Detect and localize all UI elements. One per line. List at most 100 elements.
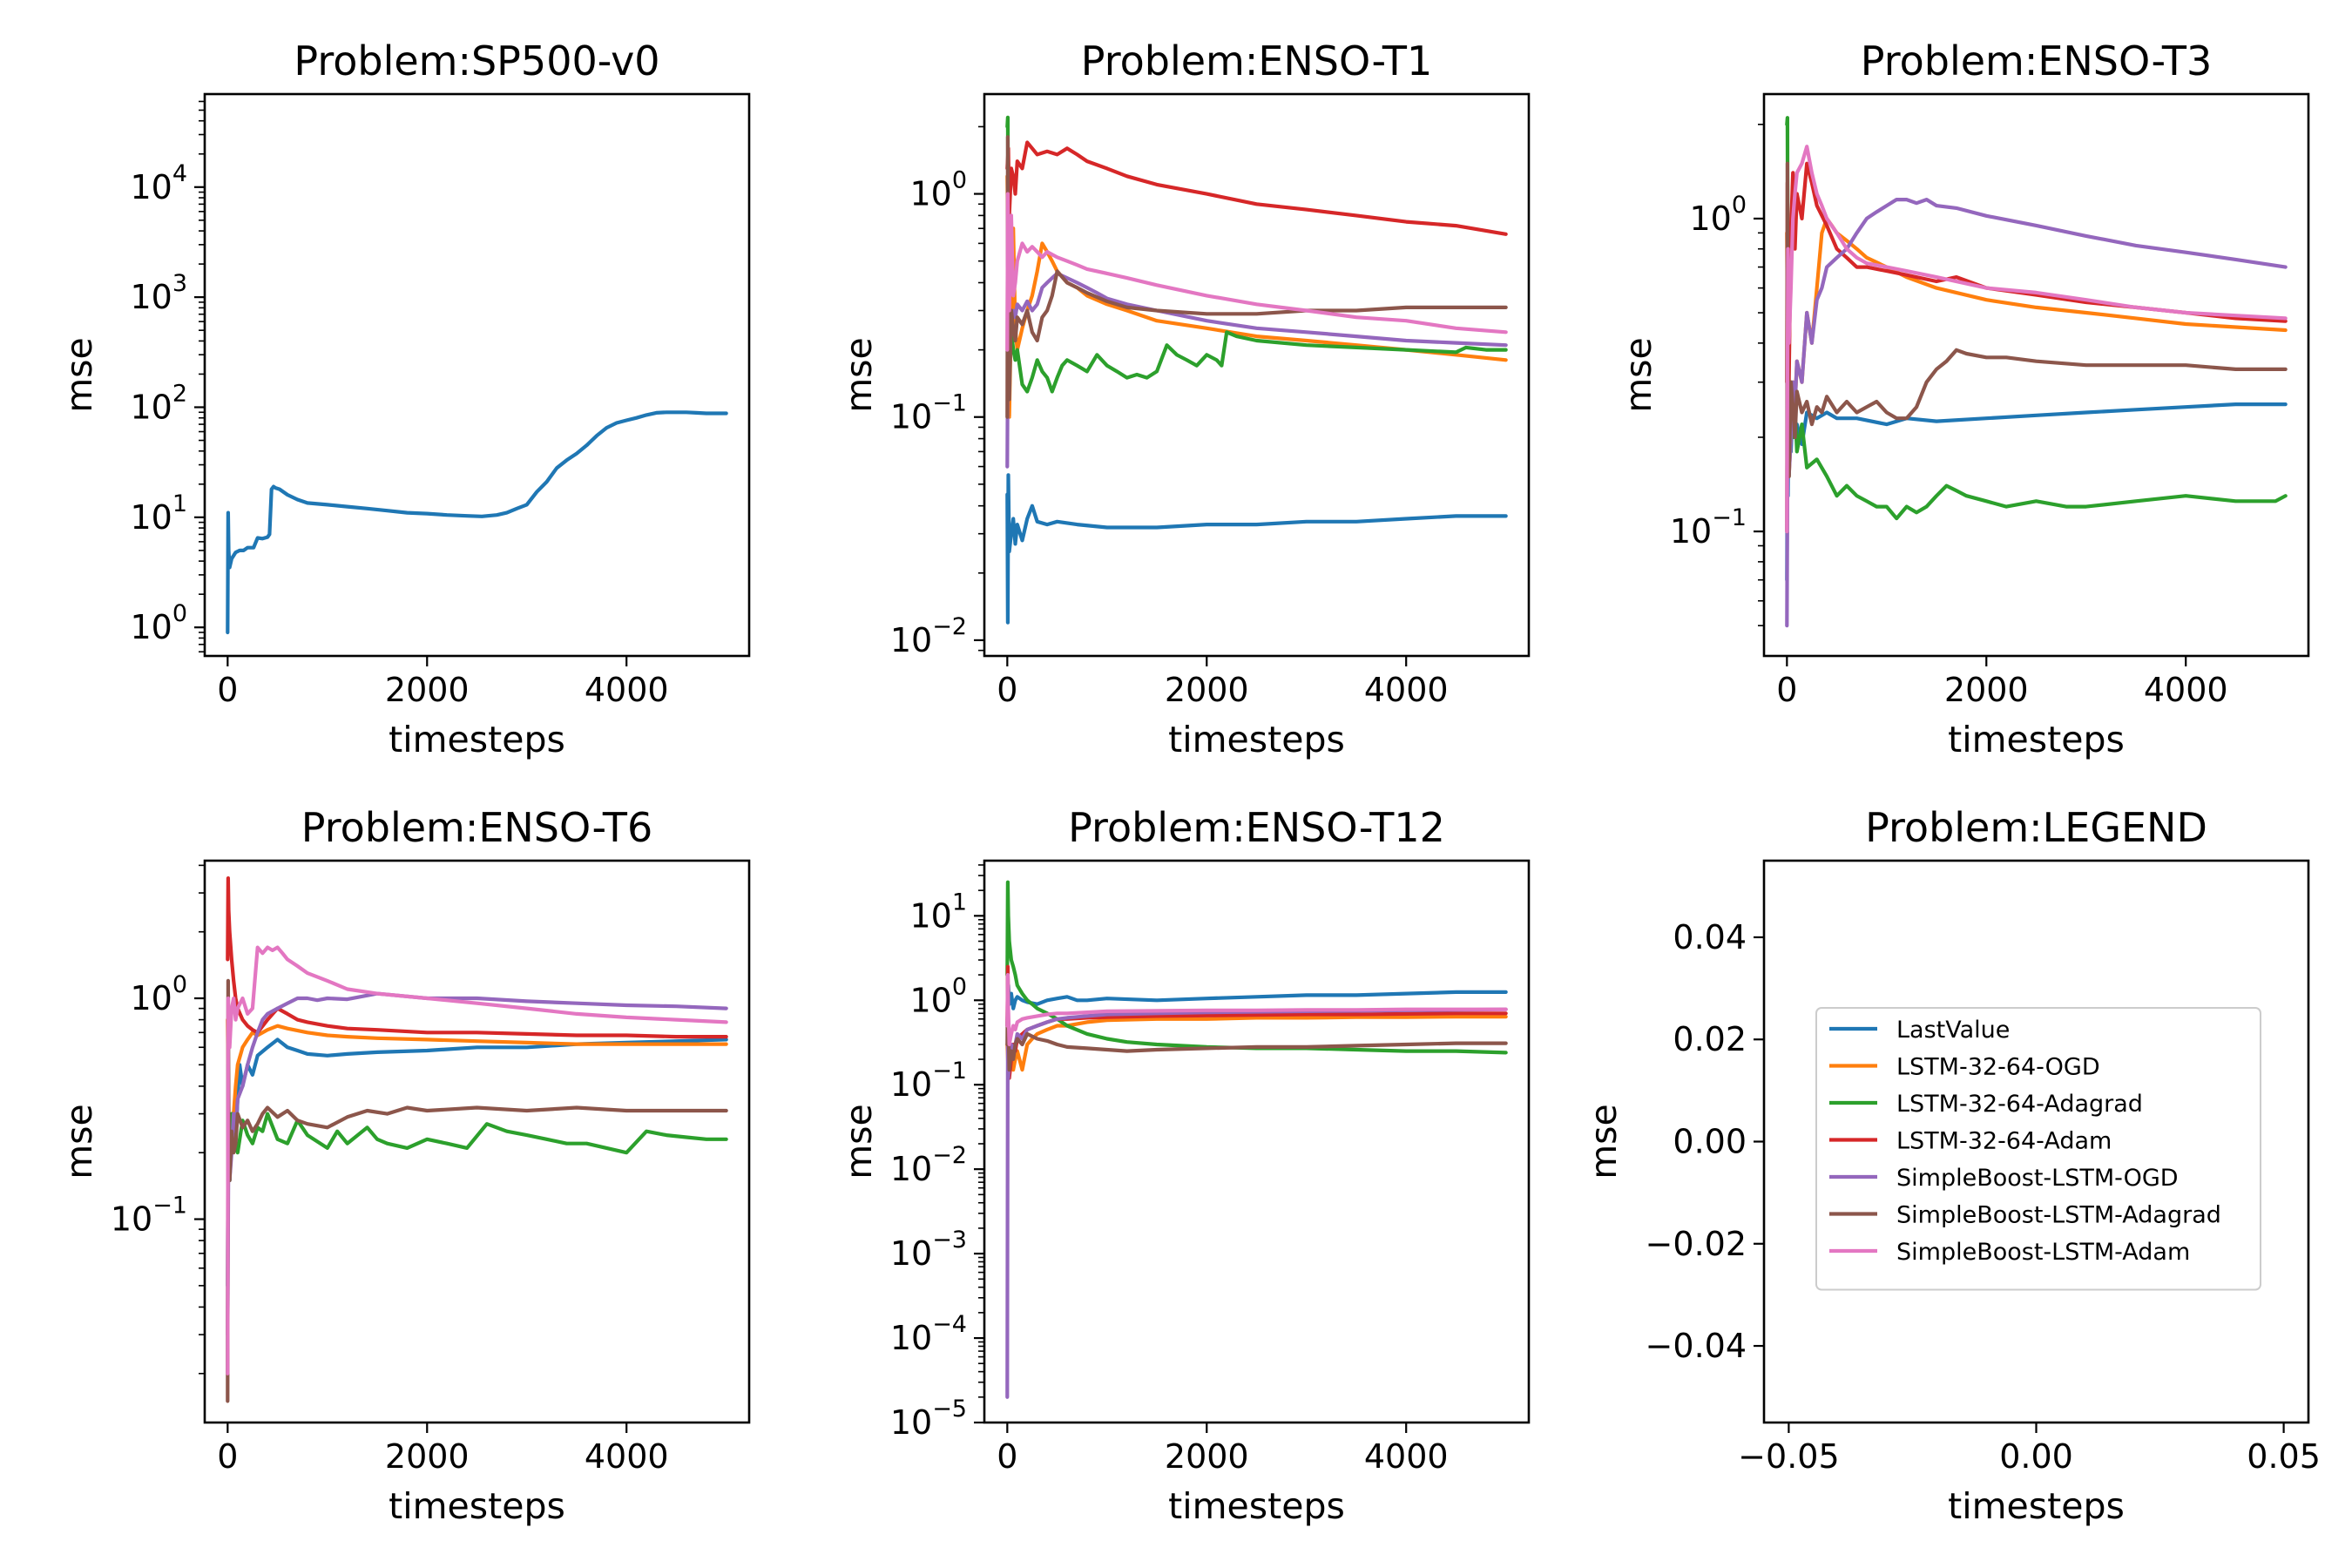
y-axis-label: mse bbox=[1618, 337, 1659, 413]
panel-title: Problem:SP500-v0 bbox=[294, 37, 659, 84]
x-tick-label: 4000 bbox=[2144, 671, 2228, 709]
y-tick-label: 100 bbox=[909, 167, 967, 213]
legend-entry-simpleboost-lstm-ogd: SimpleBoost-LSTM-OGD bbox=[1896, 1165, 2179, 1192]
x-tick-label: 0 bbox=[217, 1437, 238, 1476]
series-line-simpleboost-lstm-adagrad bbox=[226, 978, 728, 1403]
x-tick-label: 2000 bbox=[1944, 671, 2029, 709]
chart-panel-2: 0 2000 4000 10−2 10−1 100 Problem:ENSO-T1 times… bbox=[838, 37, 1531, 760]
legend-entry-lstm-32-64-adagrad: LSTM-32-64-Adagrad bbox=[1896, 1091, 2143, 1118]
series-line-simpleboost-lstm-adagrad bbox=[1005, 135, 1508, 419]
y-tick-label: 10−1 bbox=[1670, 504, 1747, 551]
series-line-simpleboost-lstm-adam bbox=[1005, 973, 1508, 1047]
series-line-simpleboost-lstm-adagrad bbox=[1005, 973, 1508, 1072]
y-tick-label: 10−2 bbox=[890, 1142, 967, 1188]
series-group bbox=[1785, 116, 2288, 628]
panel-title: Problem:ENSO-T12 bbox=[1068, 804, 1445, 851]
x-tick-label: 0.00 bbox=[1999, 1437, 2073, 1476]
y-axis-label: mse bbox=[58, 1104, 100, 1179]
y-tick-label: 10−3 bbox=[890, 1227, 967, 1273]
y-tick-label: 100 bbox=[130, 971, 187, 1017]
series-line-lstm-32-64-adam bbox=[1005, 140, 1508, 236]
chart-panel-1: 0 2000 4000 100 101 102 103 104 Problem:SP500-v0… bbox=[58, 37, 751, 760]
x-axis-label: timesteps bbox=[1168, 719, 1345, 760]
panel-title: Problem:ENSO-T6 bbox=[301, 804, 652, 851]
y-tick-label: −0.02 bbox=[1646, 1225, 1747, 1263]
x-axis-label: timesteps bbox=[1948, 719, 2125, 760]
x-tick-label: 0 bbox=[997, 1437, 1017, 1476]
y-tick-label: 10−1 bbox=[890, 390, 967, 436]
y-tick-label: 10−2 bbox=[890, 613, 967, 659]
y-tick-label: 100 bbox=[130, 600, 187, 646]
x-tick-label: 0 bbox=[997, 671, 1017, 709]
axes-frame bbox=[983, 859, 1531, 1424]
series-group bbox=[1005, 880, 1508, 1399]
legend-entry-lstm-32-64-ogd: LSTM-32-64-OGD bbox=[1896, 1054, 2100, 1081]
y-tick-label: 10−1 bbox=[111, 1193, 187, 1239]
y-tick-label: 100 bbox=[909, 973, 967, 1019]
y-tick-label: 104 bbox=[130, 160, 187, 206]
x-axis-label: timesteps bbox=[1948, 1485, 2125, 1527]
x-tick-label: 2000 bbox=[1165, 671, 1249, 709]
legend-entry-simpleboost-lstm-adam: SimpleBoost-LSTM-Adam bbox=[1896, 1239, 2190, 1266]
chart-panel-6: −0.05 0.00 0.05 −0.04 −0.02 0.00 0.02 0.04 Probl… bbox=[1583, 804, 2321, 1527]
series-line-lstm-32-64-adagrad bbox=[226, 1063, 728, 1375]
series-line-simpleboost-lstm-adagrad bbox=[1785, 161, 2288, 534]
series-line-lastvalue bbox=[1005, 473, 1508, 625]
series-line-lstm-32-64-adagrad bbox=[1005, 115, 1508, 394]
y-tick-label: 102 bbox=[130, 380, 187, 426]
x-tick-label: 2000 bbox=[1165, 1437, 1249, 1476]
legend-box bbox=[1815, 1007, 2261, 1291]
y-axis-label: mse bbox=[1583, 1104, 1625, 1179]
x-tick-label: 4000 bbox=[1364, 671, 1449, 709]
series-line-simpleboost-lstm-adam bbox=[1785, 145, 2288, 534]
y-tick-label: 10−4 bbox=[890, 1311, 967, 1357]
axes-frame bbox=[1762, 92, 2310, 658]
series-line-lastvalue bbox=[226, 410, 728, 635]
series-line-simpleboost-lstm-ogd bbox=[226, 991, 728, 1337]
y-axis-label: mse bbox=[838, 1104, 880, 1179]
x-tick-label: −0.05 bbox=[1738, 1437, 1839, 1476]
x-axis-label: timesteps bbox=[389, 719, 565, 760]
y-tick-label: 101 bbox=[130, 490, 187, 537]
chart-panel-4: 0 2000 4000 10−1 100 Problem:ENSO-T6 timesteps… bbox=[58, 804, 751, 1527]
y-tick-label: 101 bbox=[909, 889, 967, 935]
y-tick-label: 100 bbox=[1689, 192, 1747, 238]
axes-frame bbox=[203, 92, 751, 658]
panel-title: Problem:ENSO-T1 bbox=[1081, 37, 1432, 84]
axes-frame bbox=[983, 92, 1531, 658]
legend-entry-simpleboost-lstm-adagrad: SimpleBoost-LSTM-Adagrad bbox=[1896, 1202, 2221, 1229]
y-tick-label: 0.00 bbox=[1673, 1123, 1747, 1161]
legend: LastValue LSTM-32-64-OGD LSTM-32-64-Adagra… bbox=[1815, 1007, 2261, 1291]
legend-entry-lstm-32-64-adam: LSTM-32-64-Adam bbox=[1896, 1128, 2112, 1155]
panel-title: Problem:LEGEND bbox=[1865, 804, 2207, 851]
series-group bbox=[226, 876, 728, 1403]
series-group bbox=[1005, 115, 1508, 625]
y-tick-label: 0.04 bbox=[1673, 918, 1747, 956]
x-tick-label: 2000 bbox=[385, 1437, 470, 1476]
chart-panel-5: 0 2000 4000 10−5 10−4 10−3 10−2 10−1 100 101 Probl… bbox=[838, 804, 1531, 1527]
y-tick-label: −0.04 bbox=[1646, 1327, 1747, 1365]
y-axis-label: mse bbox=[838, 337, 880, 413]
y-tick-label: 0.02 bbox=[1673, 1020, 1747, 1058]
x-tick-label: 4000 bbox=[585, 671, 669, 709]
x-tick-label: 2000 bbox=[385, 671, 470, 709]
x-tick-label: 0.05 bbox=[2247, 1437, 2321, 1476]
series-line-lastvalue bbox=[1005, 983, 1508, 1028]
y-tick-label: 103 bbox=[130, 270, 187, 316]
series-group bbox=[226, 410, 728, 635]
y-tick-label: 10−5 bbox=[890, 1396, 967, 1442]
x-tick-label: 0 bbox=[1776, 671, 1797, 709]
series-line-lstm-32-64-ogd bbox=[1005, 1015, 1508, 1072]
panel-title: Problem:ENSO-T3 bbox=[1861, 37, 2212, 84]
legend-entry-lastvalue: LastValue bbox=[1896, 1017, 2010, 1044]
x-tick-label: 0 bbox=[217, 671, 238, 709]
y-axis-label: mse bbox=[58, 337, 100, 413]
chart-panel-3: 0 2000 4000 10−1 100 Problem:ENSO-T3 timesteps… bbox=[1618, 37, 2310, 760]
y-tick-label: 10−1 bbox=[890, 1058, 967, 1104]
series-line-simpleboost-lstm-adam bbox=[226, 945, 728, 1375]
x-axis-label: timesteps bbox=[389, 1485, 565, 1527]
x-tick-label: 4000 bbox=[1364, 1437, 1449, 1476]
series-line-simpleboost-lstm-adam bbox=[1005, 192, 1508, 352]
